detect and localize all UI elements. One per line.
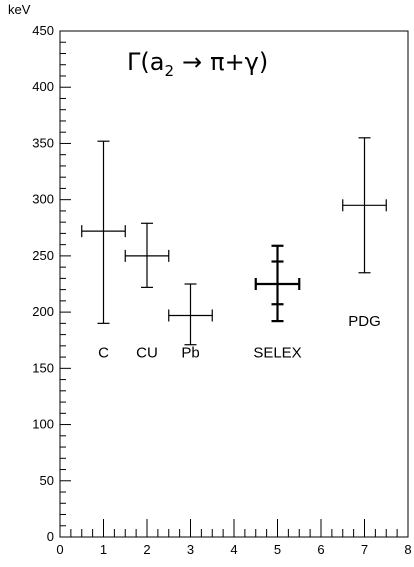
y-tick-label: 250 — [32, 248, 54, 263]
y-axis-unit-label: keV — [8, 2, 31, 17]
plot-frame — [59, 30, 409, 538]
y-tick-label: 450 — [32, 23, 54, 38]
x-tick-label: 5 — [274, 542, 281, 557]
title-rest: π+γ) — [210, 48, 268, 76]
title-open-paren: ( — [140, 48, 149, 76]
axes-layer — [59, 30, 409, 538]
title-a: a — [150, 48, 165, 76]
error-bar-point-c — [81, 140, 126, 324]
x-tick-label: 4 — [230, 542, 237, 557]
x-tick-label: 7 — [361, 542, 368, 557]
marks-layer — [81, 137, 387, 346]
x-tick-label: 0 — [56, 542, 63, 557]
title-subscript: 2 — [164, 62, 174, 80]
y-tick-label: 400 — [32, 79, 54, 94]
point-label-pb: Pb — [181, 344, 199, 361]
point-label-cu: CU — [136, 344, 158, 361]
y-tick-label: 100 — [32, 417, 54, 432]
point-label-c: C — [98, 344, 109, 361]
ticks-layer — [59, 30, 409, 538]
x-tick-label: 3 — [187, 542, 194, 557]
point-label-pdg: PDG — [348, 313, 381, 330]
y-tick-label: 150 — [32, 360, 54, 375]
chart-title: Γ(a2 → π+γ) — [127, 48, 268, 80]
x-tick-label: 8 — [404, 542, 411, 557]
y-tick-label: 0 — [47, 529, 54, 544]
x-tick-label: 1 — [100, 542, 107, 557]
y-tick-label: 50 — [40, 473, 54, 488]
error-bar-point-pdg — [342, 137, 387, 274]
x-tick-label: 6 — [317, 542, 324, 557]
title-gamma: Γ — [127, 48, 141, 76]
title-arrow: → — [182, 48, 202, 76]
point-label-selex: SELEX — [253, 344, 301, 361]
x-tick-label: 2 — [143, 542, 150, 557]
y-tick-label: 300 — [32, 192, 54, 207]
error-bar-point-cu — [124, 222, 170, 288]
error-bar-point-pb — [168, 283, 213, 346]
labels-layer: 0 50 100 150 200 250 300 350 400 450 0 1 2 3 4 5 6 7 8 C CU P… — [32, 23, 411, 557]
error-bar-point-selex — [254, 244, 301, 323]
y-tick-label: 350 — [32, 135, 54, 150]
y-tick-label: 200 — [32, 304, 54, 319]
